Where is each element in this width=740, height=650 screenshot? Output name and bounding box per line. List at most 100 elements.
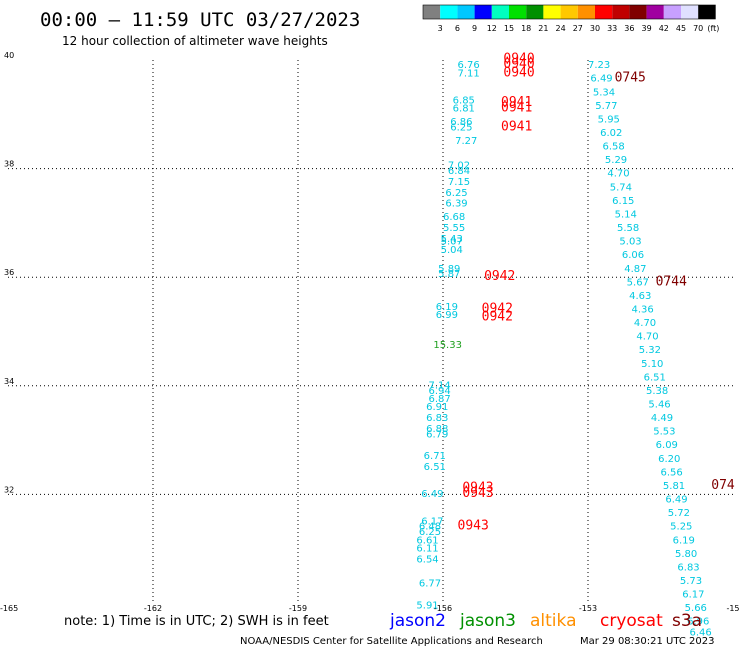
wave-height-value: 6.91 [426,402,448,413]
grid-lines [8,60,733,603]
color-scale-label: 36 [624,24,634,33]
color-scale-swatch [560,5,578,19]
wave-height-value: 6.25 [419,527,441,538]
x-tick-label: -165 [0,604,18,613]
color-scale-label: 21 [538,24,548,33]
wave-height-value: 4.63 [629,291,651,302]
pass-time-label: 0745 [615,71,646,86]
wave-height-value: 6.96 [687,617,709,628]
wave-height-value: 7.02 [448,161,470,172]
pass-time-label: 0940 [503,52,534,67]
wave-height-value: 6.94 [429,386,451,397]
color-scale-swatch [595,5,613,19]
wave-height-value: 6.86 [450,117,472,128]
wave-height-value: 6.49 [665,495,687,506]
wave-height-value: 4.70 [634,318,656,329]
y-tick-label: 38 [4,160,14,169]
chart-subtitle: 12 hour collection of altimeter wave hei… [62,34,328,48]
wave-height-value: 4.87 [624,264,646,275]
wave-height-value: 5.32 [639,345,661,356]
x-tick-label: -159 [289,604,307,613]
data-points: 6.767.116.856.816.866.257.277.026.847.15… [416,60,711,638]
color-scale-swatch [423,5,441,19]
wave-height-value: 6.88 [426,424,448,435]
wave-height-value: 5.10 [641,359,663,370]
wave-height-value: 7.27 [455,136,477,147]
wave-height-value: 6.81 [453,104,475,115]
wave-height-value: 6.11 [416,543,438,554]
color-scale-unit: (ft) [707,24,719,33]
wave-height-value: 5.14 [615,209,637,220]
color-scale-border [422,4,716,20]
satellite-legend-altika: altika [530,611,577,631]
wave-height-value: 5.80 [675,549,697,560]
wave-height-value: 5.81 [663,481,685,492]
wave-height-value: 6.83 [677,562,699,573]
wave-height-value: 6.51 [424,462,446,473]
wave-height-value: 6.25 [445,188,467,199]
wave-height-value: 6.77 [419,579,441,590]
wave-height-value: 6.48 [419,522,441,533]
color-scale-swatch [457,5,475,19]
wave-height-value: 5.77 [595,101,617,112]
satellite-legend-jason2: jason2 [389,611,446,631]
color-scale-swatch [474,5,492,19]
pass-time-label: 0940 [503,57,534,72]
chart-title: 00:00 – 11:59 UTC 03/27/2023 [40,9,360,31]
units-note: note: 1) Time is in UTC; 2) SWH is in fe… [64,614,329,629]
x-tick-label: -15 [726,604,739,613]
wave-height-value: 6.99 [436,310,458,321]
wave-height-value: 6.20 [658,454,680,465]
wave-height-value: 5.34 [593,87,615,98]
wave-height-value: 5.38 [646,386,668,397]
wave-height-value: 7.11 [458,68,480,79]
wave-height-value: 4.70 [607,169,629,180]
wave-height-value: 5.91 [416,600,438,611]
color-scale-label: 30 [590,24,600,33]
wave-height-value: 6.79 [426,429,448,440]
pass-time-label: 0943 [462,486,493,501]
wave-height-value: 6.02 [600,128,622,139]
color-scale-swatch [440,5,458,19]
wave-height-value: 6.49 [590,74,612,85]
wave-height-value: 6.76 [458,60,480,71]
wave-height-value: 6.87 [429,394,451,405]
wave-height-value: 5.66 [685,603,707,614]
wave-height-value: 5.95 [598,114,620,125]
pass-time-label: 0943 [458,519,489,534]
wave-height-value: 6.84 [448,166,470,177]
y-tick-label: 36 [4,268,14,277]
pass-time-label: 0941 [501,101,532,116]
x-tick-label: -153 [579,604,597,613]
wave-height-value: 4.70 [636,332,658,343]
wave-height-value: 7.23 [588,60,610,71]
color-scale-label: 3 [438,24,443,33]
pass-time-label: 0942 [482,310,513,325]
pass-time-label: 0941 [501,120,532,135]
color-scale-label: 12 [487,24,497,33]
wave-height-value: 5.72 [668,508,690,519]
color-scale-swatch [526,5,544,19]
color-scale-swatch [681,5,699,19]
wave-height-value: 6.17 [682,590,704,601]
generated-timestamp: Mar 29 08:30:21 UTC 2023 [580,636,715,647]
wave-height-value: 6.46 [690,628,712,639]
wave-height-value: 6.06 [622,250,644,261]
pass-time-label: 0943 [462,481,493,496]
wave-height-value: 6.71 [424,451,446,462]
color-scale-swatch [629,5,647,19]
y-tick-label: 32 [4,485,14,494]
wave-height-value: 6.39 [445,199,467,210]
wave-height-value: 4.49 [651,413,673,424]
wave-height-value: 6.09 [656,440,678,451]
pass-time-label: 0940 [503,65,534,80]
wave-height-value: 15.33 [433,340,462,351]
credit-line: NOAA/NESDIS Center for Satellite Applica… [240,636,543,647]
wave-height-value: 5.58 [617,223,639,234]
color-scale-label: 6 [455,24,460,33]
color-scale-label: 45 [676,24,686,33]
wave-height-value: 6.49 [421,489,443,500]
color-scale-swatch [491,5,509,19]
wave-height-value: 5.25 [670,522,692,533]
